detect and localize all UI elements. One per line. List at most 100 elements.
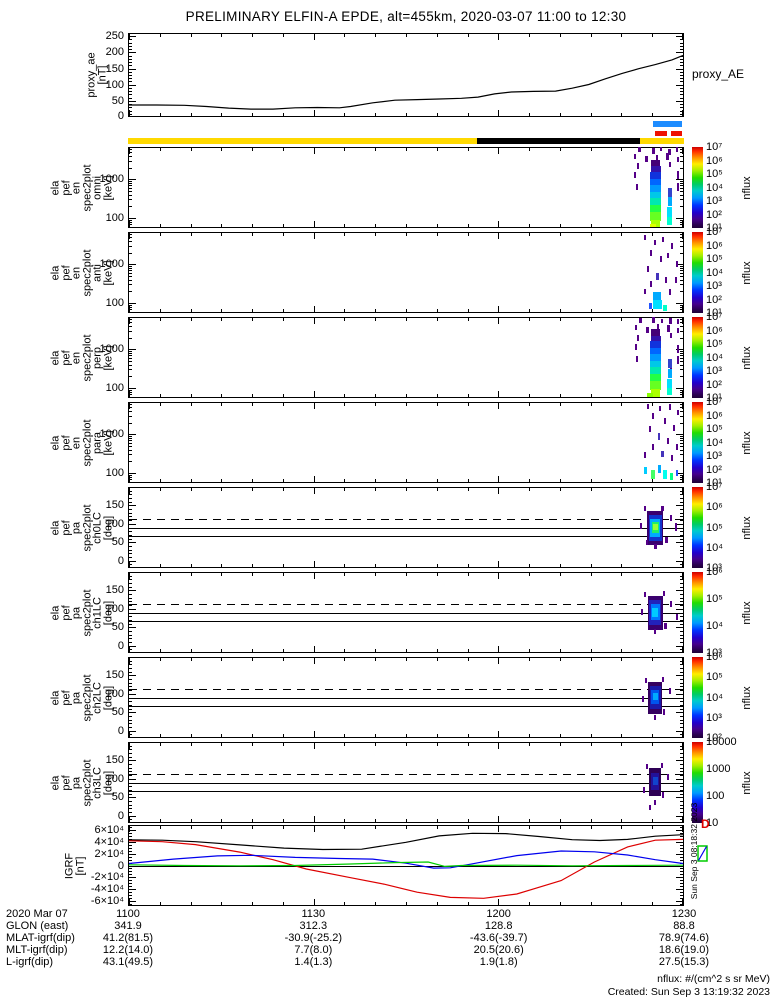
- x-tick: [652, 403, 653, 406]
- x-tick: [591, 819, 592, 822]
- y-minor-tick: [129, 701, 132, 703]
- table-row-label: MLAT-igrf(dip): [6, 932, 75, 944]
- y-tick-label: 50: [111, 791, 124, 804]
- table-row-label: MLT-igrf(dip): [6, 944, 68, 956]
- table-value: 27.5(15.3): [658, 956, 710, 968]
- y-minor-tick: [129, 474, 132, 476]
- y-minor-tick: [129, 553, 132, 555]
- x-tick: [591, 488, 592, 491]
- x-tick: [283, 148, 284, 151]
- y-minor-tick: [680, 407, 683, 409]
- y-minor-tick: [129, 771, 132, 773]
- x-tick: [437, 649, 438, 652]
- spec-cell: [668, 148, 672, 155]
- x-tick: [437, 233, 438, 236]
- colorbar-tick-label: 10¹: [706, 307, 722, 319]
- table-value: -30.9(-25.2): [284, 932, 343, 944]
- colorbar-tick-label: 10³: [706, 711, 722, 724]
- y-tick-label: 1000: [99, 258, 124, 271]
- y-minor-tick: [129, 679, 132, 681]
- y-minor-tick: [680, 789, 683, 791]
- y-minor-tick: [129, 308, 132, 310]
- spec-cell: [651, 219, 661, 227]
- x-tick: [621, 734, 622, 737]
- x-tick: [468, 658, 469, 661]
- y-minor-tick: [680, 389, 683, 391]
- y-minor-tick: [680, 393, 683, 395]
- y-minor-tick: [680, 868, 683, 870]
- table-row-label: 2020 Mar 07: [6, 908, 68, 920]
- y-minor-tick: [129, 804, 132, 806]
- table-value: 128.8: [484, 920, 513, 932]
- x-tick: [498, 816, 499, 822]
- x-tick: [221, 826, 222, 829]
- x-tick: [437, 743, 438, 746]
- y-tick-label: 100: [105, 381, 124, 394]
- x-tick: [221, 148, 222, 151]
- spec-cell: [650, 211, 662, 221]
- x-tick: [283, 318, 284, 321]
- x-tick: [283, 309, 284, 312]
- y-minor-tick: [129, 62, 132, 64]
- spec-cell: [665, 153, 669, 161]
- x-tick: [682, 221, 683, 227]
- y-minor-tick: [129, 94, 132, 96]
- x-tick: [129, 816, 130, 822]
- ref-line-solid: [129, 536, 683, 538]
- y-minor-tick: [680, 71, 683, 73]
- x-tick: [314, 646, 315, 652]
- colorbar-tick-label: 10³: [706, 280, 722, 292]
- x-tick: [591, 573, 592, 576]
- y-minor-tick: [129, 442, 132, 444]
- y-minor-tick: [129, 436, 132, 437]
- y-major-tick: [129, 52, 136, 54]
- spec-cell: [662, 708, 665, 715]
- y-minor-tick: [129, 634, 132, 636]
- spec-cell: [667, 378, 673, 389]
- x-tick: [344, 743, 345, 746]
- spec-cell: [667, 187, 672, 197]
- y-minor-tick: [129, 445, 132, 447]
- x-tick: [221, 734, 222, 737]
- spec-cell: [642, 786, 645, 793]
- spec-cell: [644, 592, 647, 598]
- spec-cell: [659, 147, 662, 151]
- y-major-tick: [129, 901, 136, 903]
- panel-proxy_ae: [128, 33, 684, 117]
- y-minor-tick: [680, 58, 683, 60]
- x-tick: [560, 224, 561, 227]
- x-tick: [591, 34, 592, 37]
- y-minor-tick: [129, 808, 132, 810]
- y-minor-tick: [129, 352, 132, 354]
- x-tick: [252, 734, 253, 737]
- x-tick: [498, 573, 499, 579]
- colorbar-tick-label: 10⁴: [706, 541, 723, 554]
- x-tick: [283, 658, 284, 661]
- y-minor-tick: [680, 160, 683, 162]
- y-minor-tick: [129, 498, 132, 500]
- ref-line-solid: [129, 612, 683, 614]
- x-tick: [283, 488, 284, 491]
- x-tick: [252, 318, 253, 321]
- colorbar-ela_pef_pa_spec2plot_ch3LC: [692, 742, 703, 823]
- x-tick: [682, 899, 683, 905]
- x-tick: [468, 224, 469, 227]
- y-tick-label: 0: [117, 859, 124, 872]
- y-minor-tick: [129, 97, 132, 99]
- x-tick: [314, 658, 315, 664]
- y-major-tick: [676, 84, 683, 86]
- y-major-tick: [129, 116, 136, 117]
- x-tick: [129, 646, 130, 652]
- x-tick: [314, 743, 315, 749]
- y-minor-tick: [129, 564, 132, 566]
- x-tick: [498, 646, 499, 652]
- x-tick: [160, 819, 161, 822]
- spec-cell: [661, 792, 664, 799]
- panel-ela_pef_en_spec2plot_para: [128, 402, 684, 483]
- x-tick: [191, 394, 192, 397]
- x-tick: [591, 902, 592, 905]
- x-tick: [191, 233, 192, 236]
- y-minor-tick: [680, 800, 683, 802]
- x-tick: [621, 233, 622, 236]
- spec-cell: [644, 506, 647, 512]
